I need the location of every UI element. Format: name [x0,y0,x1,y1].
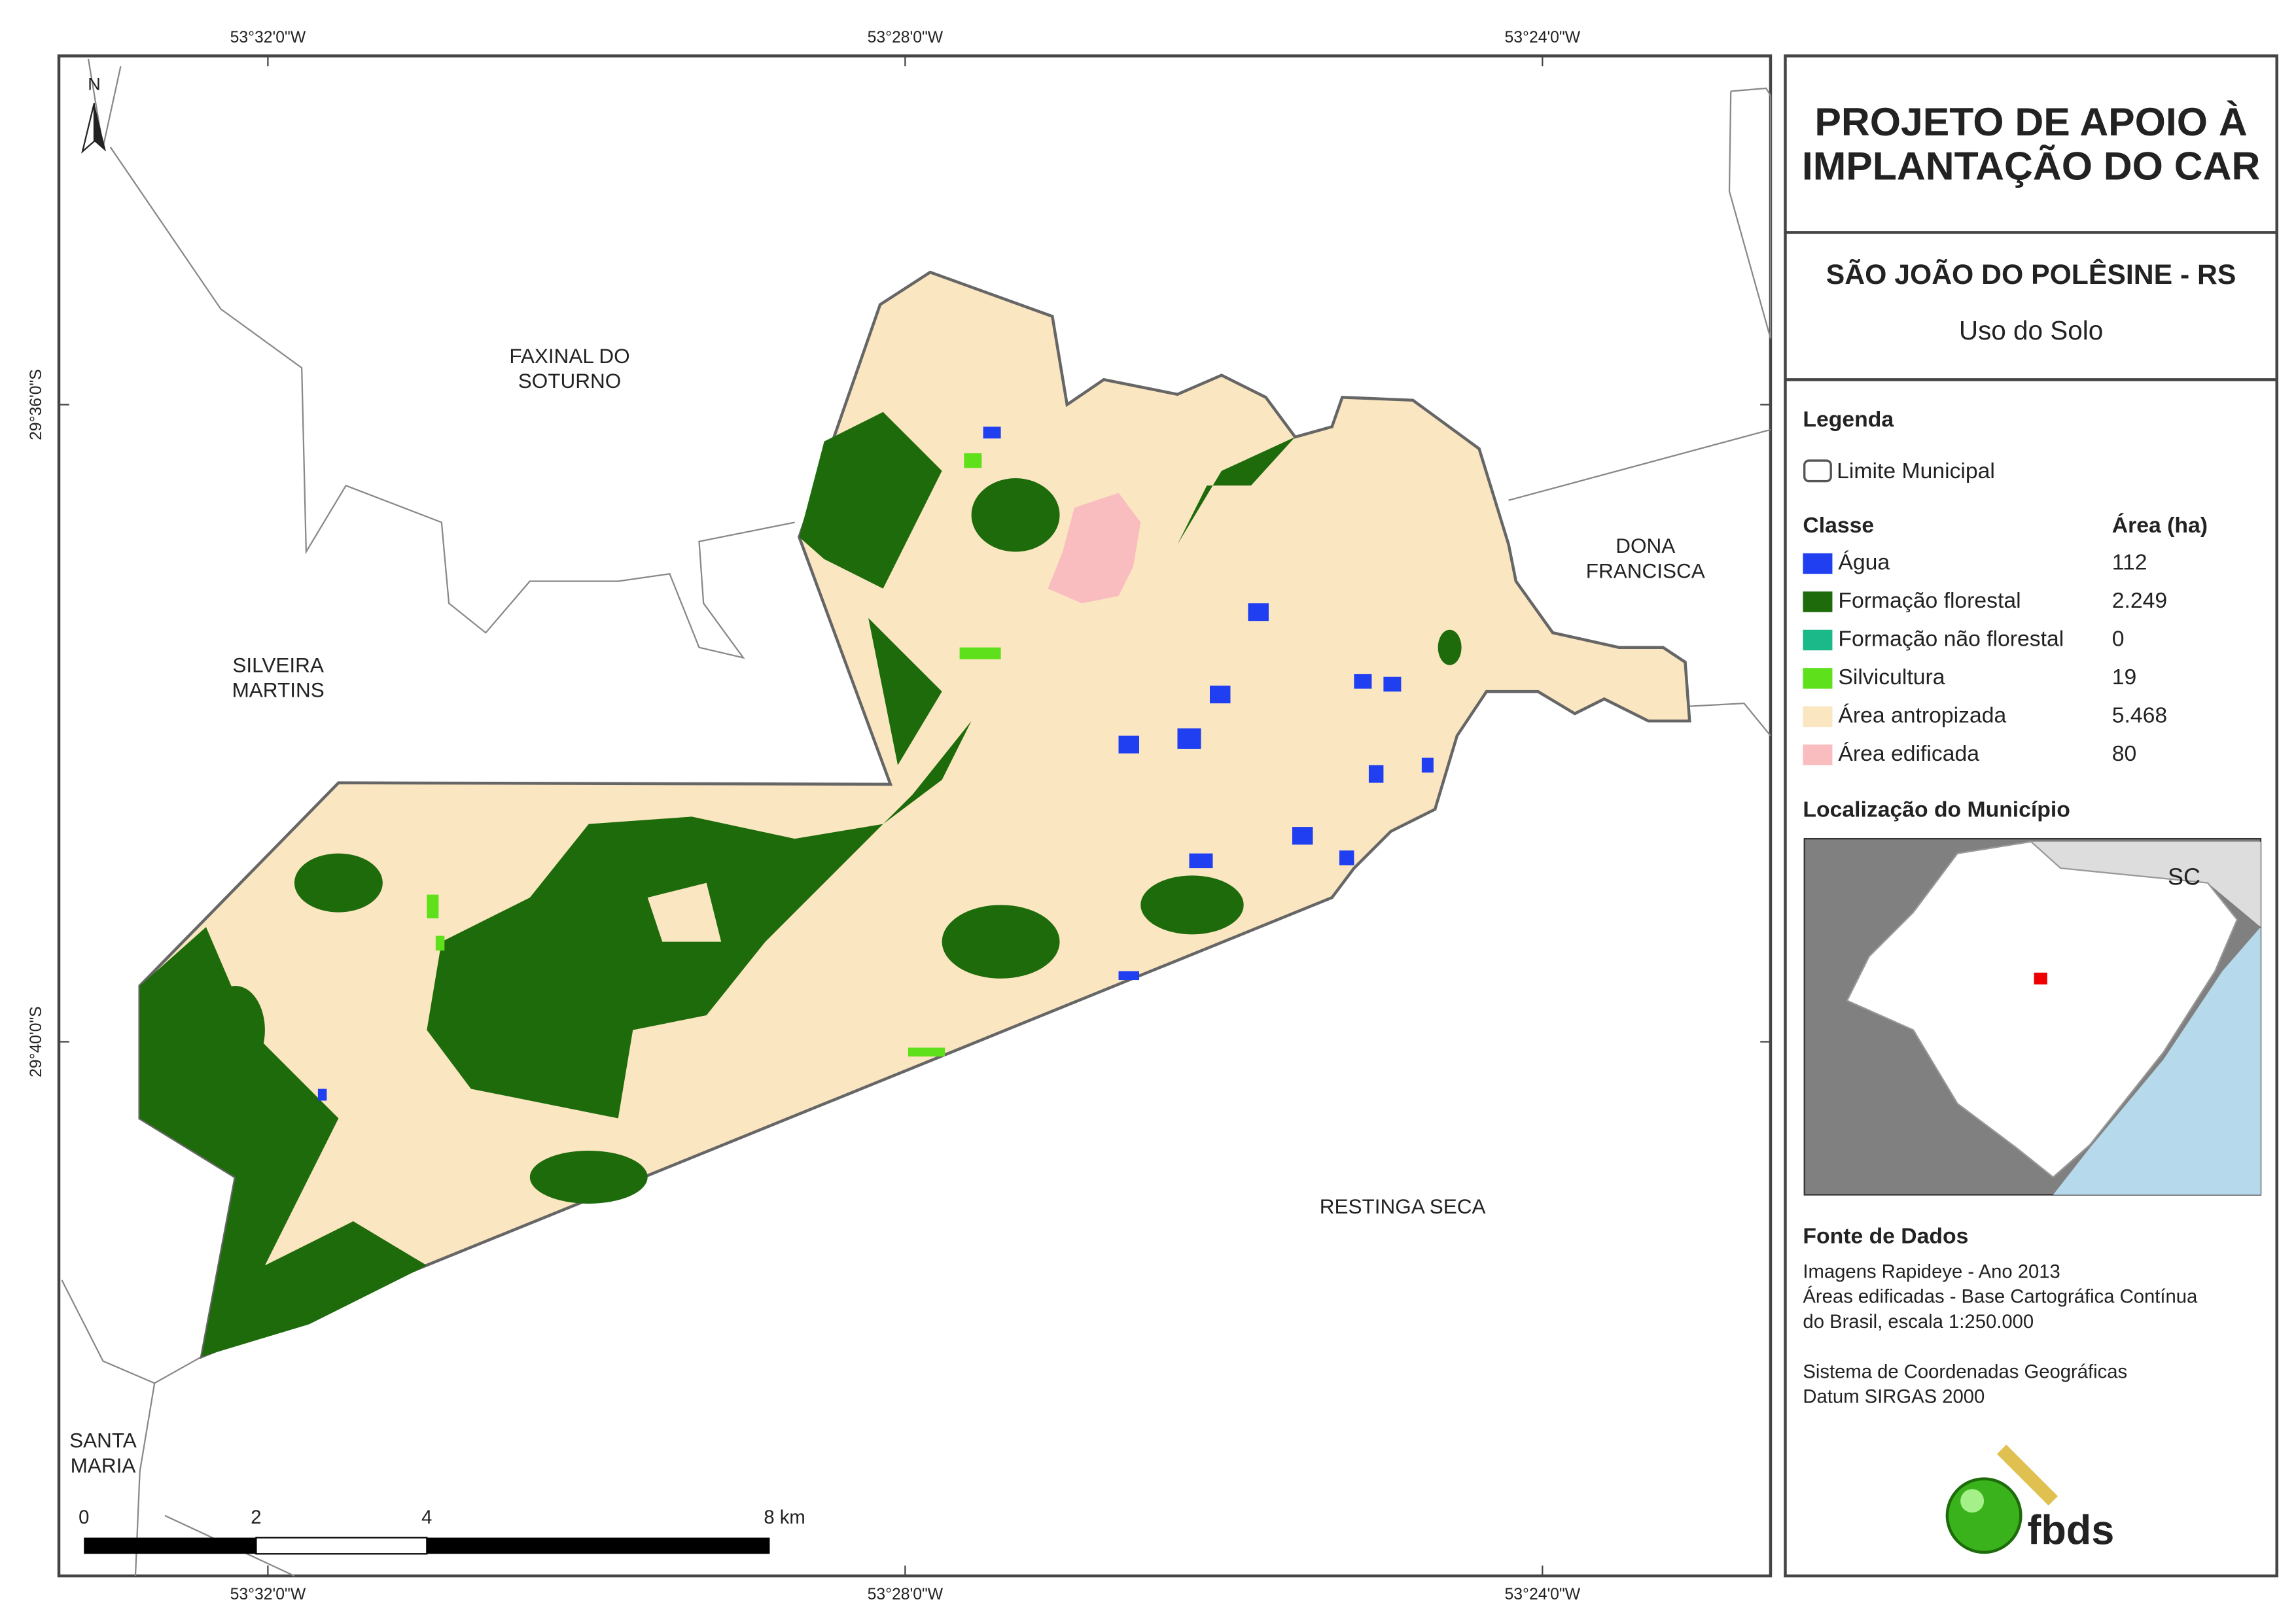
logo-circle [1945,1477,2022,1554]
north-arrow [94,103,106,152]
latitude-label: 29°40'0"S [27,1006,45,1077]
longitude-label: 53°28'0"W [868,29,944,46]
boundary-swatch [1803,459,1832,483]
longitude-label: 53°24'0"W [1505,1586,1581,1603]
boundary [1728,87,1772,339]
north-label: N [88,75,101,94]
longitude-label: 53°24'0"W [1505,29,1581,46]
scale-label: 4 [421,1507,432,1528]
source-line: do Brasil, escala 1:250.000 [1803,1312,2034,1333]
scale-label: 0 [79,1507,89,1528]
legend-area: 2.249 [2112,588,2167,613]
title: IMPLANTAÇÃO DO CAR [1802,144,2260,188]
legend-class: Silvicultura [1838,665,1945,689]
longitude-label: 53°32'0"W [230,29,306,46]
legend-area: 112 [2112,550,2147,574]
legend-area: 0 [2112,626,2125,651]
place-label: MARTINS [232,678,325,701]
inset-rs [1846,841,2238,1178]
legend-swatch [1803,744,1833,765]
longitude-label: 53°32'0"W [230,1586,306,1603]
source-line: Imagens Rapideye - Ano 2013 [1803,1261,2060,1282]
location-heading: Localização do Município [1803,797,2070,822]
map-frame-group [57,54,1773,1578]
place-label: SILVEIRA [232,653,323,676]
legend-area: 80 [2112,741,2137,766]
subtitle: Uso do Solo [1959,315,2103,345]
place-label: SANTA [69,1429,137,1452]
logo-bar [1996,1444,2058,1506]
legend-swatch [1803,591,1833,612]
municipality: SÃO JOÃO DO POLÊSINE - RS [1826,258,2236,290]
legend-heading: Legenda [1803,407,1894,432]
north-arrow [81,103,96,154]
longitude-label: 53°28'0"W [868,1586,944,1603]
inset-location [2034,972,2047,985]
scale-bar [84,1537,256,1554]
scale-bar [255,1537,428,1555]
legend-class: Formação florestal [1838,588,2021,613]
place-label: MARIA [71,1454,136,1477]
place-label: RESTINGA SECA [1320,1195,1486,1218]
forest-patches [139,411,1462,1357]
legend-swatch [1803,553,1833,574]
boundary [109,147,795,659]
built-area [1048,493,1141,604]
title: PROJETO DE APOIO À [1814,99,2247,144]
inset-label: SC [2168,863,2200,890]
legend-boundary: Limite Municipal [1837,459,1995,483]
water-patches [317,427,1434,1101]
sources-heading: Fonte de Dados [1803,1224,1968,1249]
boundary [61,1280,202,1384]
scale-label: 2 [251,1507,261,1528]
legend-class: Área edificada [1838,741,1979,766]
latitude-label: 29°36'0"S [27,369,45,440]
silviculture-patches [427,453,1001,1057]
inset-ocean [2053,927,2261,1195]
legend-class: Formação não florestal [1838,626,2064,651]
legend-swatch [1803,668,1833,689]
class-header: Classe [1803,513,1874,538]
legend-class: Área antropizada [1838,703,2006,727]
place-label: SOTURNO [518,369,621,393]
side-panel [1784,54,2278,1578]
inset-sc [2031,841,2261,928]
panel-frame [1784,54,2278,1578]
logo-highlight [1960,1489,1985,1513]
legend-area: 19 [2112,665,2137,689]
logo-text: fbds [2027,1507,2114,1553]
legend-area: 5.468 [2112,703,2167,727]
boundary [1508,428,1771,501]
legend-swatch [1803,706,1833,727]
place-label: FRANCISCA [1586,559,1705,582]
scale-bar [427,1537,770,1554]
boundary [1689,703,1771,737]
place-label: DONA [1616,534,1675,557]
source-line: Áreas edificadas - Base Cartográfica Con… [1803,1286,2198,1308]
area-header: Área (ha) [2112,513,2208,538]
scale-label: 8 km [764,1507,805,1528]
place-label: FAXINAL DO [509,344,629,368]
legend-class: Água [1838,550,1890,574]
legend-swatch [1803,629,1833,651]
source-line: Sistema de Coordenadas Geográficas [1803,1361,2127,1382]
source-line: Datum SIRGAS 2000 [1803,1387,1985,1408]
